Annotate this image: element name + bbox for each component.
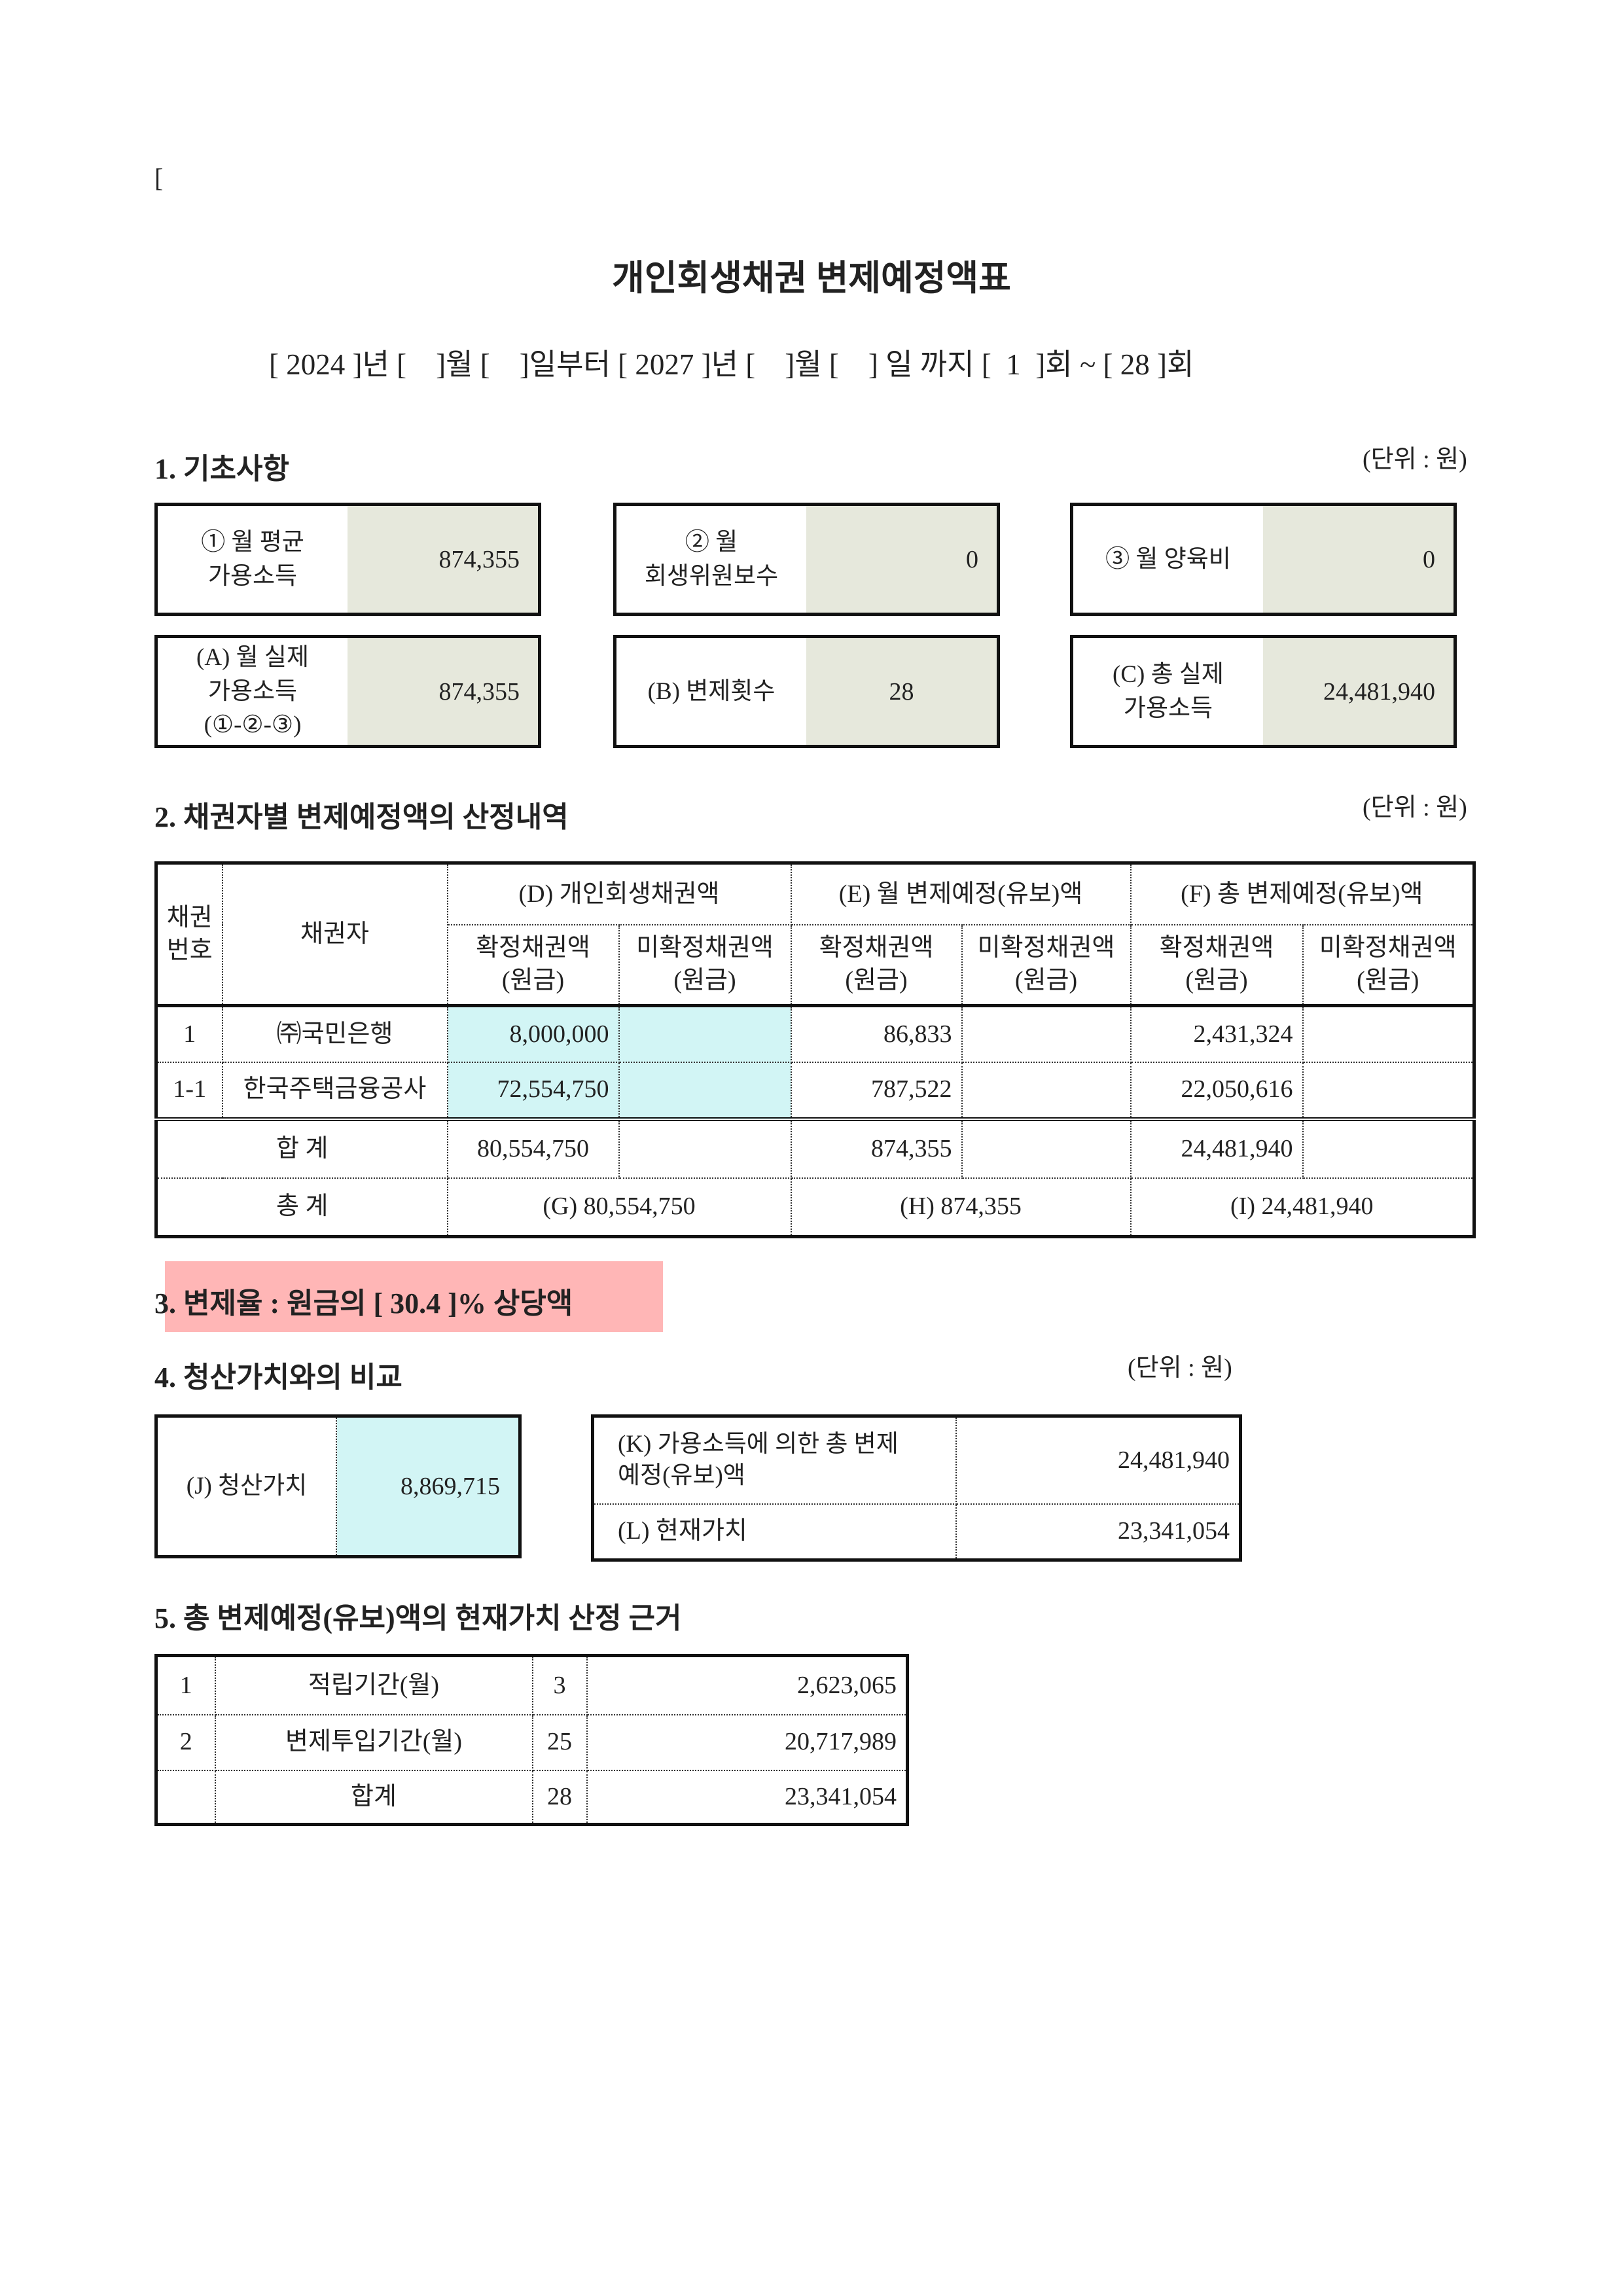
cell-e-confirmed: 787,522 — [790, 1061, 963, 1120]
cell-no: 2 — [155, 1713, 216, 1771]
cell-months: 3 — [531, 1655, 588, 1715]
section1-heading: 1. 기초사항 — [154, 453, 289, 485]
cell-amount: 2,623,065 — [586, 1655, 908, 1715]
basic-info-box: (B) 변제횟수 28 — [613, 635, 1000, 748]
header-creditor: 채권자 — [221, 862, 448, 1007]
sum-d-unconfirmed — [618, 1118, 792, 1179]
total-h: (H) 874,355 — [790, 1177, 1132, 1238]
table-row: 2 변제투입기간(월) 25 20,717,989 — [155, 1713, 908, 1771]
header-d: (D) 개인회생채권액 — [446, 862, 792, 925]
cell-f-unconfirmed — [1302, 1005, 1475, 1063]
cell-label: 적립기간(월) — [214, 1655, 533, 1715]
cell-no: 1 — [155, 1005, 223, 1063]
section4-heading: 4. 청산가치와의 비교 — [154, 1361, 402, 1393]
box-value: 0 — [806, 506, 997, 613]
cell-d-confirmed: 72,554,750 — [446, 1061, 620, 1120]
total-i: (I) 24,481,940 — [1130, 1177, 1475, 1238]
table-row: 1-1 한국주택금융공사 72,554,750 787,522 22,050,6… — [155, 1061, 1475, 1120]
cell-no: 1-1 — [155, 1061, 223, 1120]
unit-label: (단위 : 원) — [1363, 794, 1467, 821]
cell-d-unconfirmed — [618, 1005, 792, 1063]
j-label: (J) 청산가치 — [158, 1418, 337, 1555]
box-label: (C) 총 실제 가용소득 — [1113, 660, 1224, 722]
basic-info-box: (C) 총 실제 가용소득 24,481,940 — [1070, 635, 1457, 748]
header-e-confirmed: 확정채권액 (원금) — [790, 924, 963, 1007]
l-label: (L) 현재가치 — [592, 1503, 957, 1561]
box-label: ② 월 회생위원보수 — [644, 528, 779, 590]
cell-label: 합계 — [214, 1769, 533, 1825]
liquidation-value-box: (J) 청산가치 8,869,715 — [154, 1414, 522, 1558]
page-title: 개인회생채권 변제예정액표 — [612, 259, 1011, 298]
basic-info-box: ② 월 회생위원보수 0 — [613, 503, 1000, 616]
cell-d-confirmed: 8,000,000 — [446, 1005, 620, 1063]
sum-f: 24,481,940 — [1130, 1118, 1304, 1179]
bracket-mark: [ — [154, 163, 164, 192]
cell-f-confirmed: 2,431,324 — [1130, 1005, 1304, 1063]
present-value-table: 1 적립기간(월) 3 2,623,065 2 변제투입기간(월) 25 20,… — [154, 1654, 909, 1826]
l-value: 23,341,054 — [955, 1503, 1241, 1561]
header-f-unconfirmed: 미확정채권액 (원금) — [1302, 924, 1475, 1007]
sum-e-unconfirmed — [961, 1118, 1132, 1179]
table-row: 1 ㈜국민은행 8,000,000 86,833 2,431,324 — [155, 1005, 1475, 1063]
cell-e-unconfirmed — [961, 1005, 1132, 1063]
j-value: 8,869,715 — [337, 1418, 518, 1555]
sum-label: 합 계 — [155, 1118, 448, 1179]
header-e-unconfirmed: 미확정채권액 (원금) — [961, 924, 1132, 1007]
cell-e-unconfirmed — [961, 1061, 1132, 1120]
sum-e: 874,355 — [790, 1118, 963, 1179]
repayment-rate-highlight — [165, 1261, 663, 1332]
cell-f-unconfirmed — [1302, 1061, 1475, 1120]
header-d-confirmed: 확정채권액 (원금) — [446, 924, 620, 1007]
total-label: 총 계 — [155, 1177, 448, 1238]
sum-d: 80,554,750 — [446, 1118, 620, 1179]
cell-months: 25 — [531, 1713, 588, 1771]
cell-no: 1 — [155, 1655, 216, 1715]
unit-label: (단위 : 원) — [1363, 446, 1467, 473]
sum-f-unconfirmed — [1302, 1118, 1475, 1179]
cell-months: 28 — [531, 1769, 588, 1825]
cell-e-confirmed: 86,833 — [790, 1005, 963, 1063]
cell-creditor: ㈜국민은행 — [221, 1005, 448, 1063]
date-range-line: [ 2024 ]년 [ ]월 [ ]일부터 [ 2027 ]년 [ ]월 [ ]… — [269, 348, 1194, 381]
header-e: (E) 월 변제예정(유보)액 — [790, 862, 1132, 925]
basic-info-box: (A) 월 실제 가용소득 (①-②-③) 874,355 — [154, 635, 541, 748]
box-value: 874,355 — [348, 638, 538, 745]
box-value: 874,355 — [348, 506, 538, 613]
cell-d-unconfirmed — [618, 1061, 792, 1120]
box-label: (B) 변제횟수 — [647, 677, 776, 705]
box-label: ③ 월 양육비 — [1105, 545, 1231, 573]
table-row: 1 적립기간(월) 3 2,623,065 — [155, 1655, 908, 1715]
k-value: 24,481,940 — [955, 1415, 1241, 1505]
header-no: 채권 번호 — [155, 862, 223, 1007]
total-g: (G) 80,554,750 — [446, 1177, 792, 1238]
cell-creditor: 한국주택금융공사 — [221, 1061, 448, 1120]
header-f-confirmed: 확정채권액 (원금) — [1130, 924, 1304, 1007]
cell-amount: 23,341,054 — [586, 1769, 908, 1825]
unit-label: (단위 : 원) — [1128, 1354, 1232, 1382]
creditor-table: 채권 번호 채권자 (D) 개인회생채권액 (E) 월 변제예정(유보)액 (F… — [154, 861, 1476, 1238]
sum-row: 합 계 80,554,750 874,355 24,481,940 — [155, 1118, 1475, 1179]
box-value: 24,481,940 — [1263, 638, 1454, 745]
cell-amount: 20,717,989 — [586, 1713, 908, 1771]
comparison-table: (K) 가용소득에 의한 총 변제 예정(유보)액 24,481,940 (L)… — [591, 1414, 1242, 1562]
header-f: (F) 총 변제예정(유보)액 — [1130, 862, 1475, 925]
basic-info-box: ① 월 평균 가용소득 874,355 — [154, 503, 541, 616]
box-value: 28 — [806, 638, 997, 745]
table-row: 합계 28 23,341,054 — [155, 1769, 908, 1825]
box-label: ① 월 평균 가용소득 — [201, 528, 304, 590]
cell-f-confirmed: 22,050,616 — [1130, 1061, 1304, 1120]
k-label: (K) 가용소득에 의한 총 변제 예정(유보)액 — [592, 1415, 957, 1505]
cell-no — [155, 1769, 216, 1825]
total-row: 총 계 (G) 80,554,750 (H) 874,355 (I) 24,48… — [155, 1177, 1475, 1238]
header-d-unconfirmed: 미확정채권액 (원금) — [618, 924, 792, 1007]
section5-heading: 5. 총 변제예정(유보)액의 현재가치 산정 근거 — [154, 1602, 682, 1634]
section2-heading: 2. 채권자별 변제예정액의 산정내역 — [154, 801, 569, 833]
section3-heading: 3. 변제율 : 원금의 [ 30.4 ]% 상당액 — [154, 1287, 573, 1319]
box-value: 0 — [1263, 506, 1454, 613]
basic-info-box: ③ 월 양육비 0 — [1070, 503, 1457, 616]
cell-label: 변제투입기간(월) — [214, 1713, 533, 1771]
box-label: (A) 월 실제 가용소득 (①-②-③) — [196, 643, 309, 739]
